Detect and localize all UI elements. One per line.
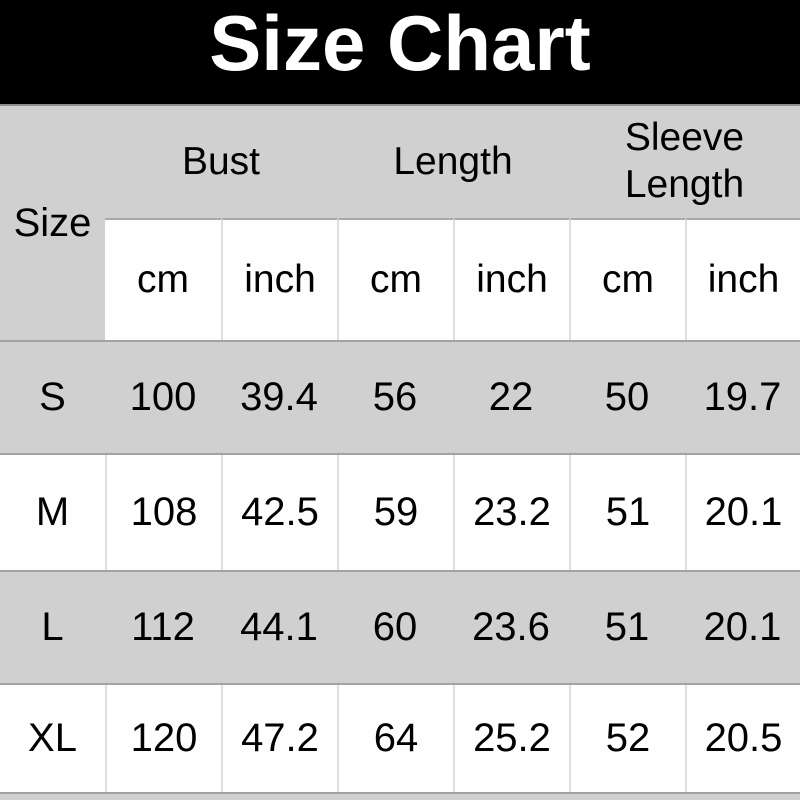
unit-header-bust-inch: inch <box>221 218 337 340</box>
value-cell: 23.2 <box>453 455 569 570</box>
table-header: Size Bust Length Sleeve Length cm inch c… <box>0 106 800 340</box>
unit-header-bust-cm: cm <box>105 218 221 340</box>
table-row-xl: XL 120 47.2 64 25.2 52 20.5 <box>0 685 800 792</box>
size-cell: XL <box>28 716 77 760</box>
value-cell: 20.1 <box>685 455 800 570</box>
unit-header-sleeve-inch: inch <box>685 218 800 340</box>
value-cell: 108 <box>105 455 221 570</box>
value-cell: 112 <box>131 605 195 649</box>
value-cell: 50 <box>604 375 650 419</box>
value-cell: 59 <box>337 455 453 570</box>
value-cell: 64 <box>337 685 453 792</box>
value-cell: 25.2 <box>453 685 569 792</box>
value-cell: 20.5 <box>685 685 800 792</box>
page-title: Size Chart <box>209 0 591 87</box>
column-group-length-label: Length <box>393 139 513 183</box>
column-group-sleeve-length-label: Sleeve Length <box>624 116 745 206</box>
value-cell: 60 <box>372 605 418 649</box>
value-cell: 39.4 <box>240 375 318 419</box>
column-group-sleeve-length: Sleeve Length <box>569 106 800 218</box>
unit-header-length-cm: cm <box>337 218 453 340</box>
value-cell: 20.1 <box>703 605 782 649</box>
value-cell: 52 <box>569 685 685 792</box>
title-banner: Size Chart <box>0 0 800 106</box>
size-cell: L <box>41 605 64 649</box>
column-group-bust-label: Bust <box>181 139 261 183</box>
value-cell: 51 <box>604 605 650 649</box>
value-cell: 51 <box>569 455 685 570</box>
size-cell: M <box>35 490 70 534</box>
column-group-length: Length <box>337 106 569 218</box>
value-cell: 42.5 <box>221 455 337 570</box>
value-cell: 100 <box>129 375 197 419</box>
cropped-next-row-strip <box>0 792 800 800</box>
table-row-m: M 108 42.5 59 23.2 51 20.1 <box>0 455 800 570</box>
value-cell: 22 <box>488 375 534 419</box>
unit-header-sleeve-cm: cm <box>569 218 685 340</box>
value-cell: 44.1 <box>240 605 318 649</box>
table-row-s: S 100 39.4 56 22 50 19.7 <box>0 340 800 455</box>
value-cell: 56 <box>372 375 418 419</box>
value-cell: 120 <box>105 685 221 792</box>
size-column-header: Size <box>13 200 92 245</box>
column-group-bust: Bust <box>105 106 337 218</box>
value-cell: 47.2 <box>221 685 337 792</box>
unit-header-length-inch: inch <box>453 218 569 340</box>
value-cell: 19.7 <box>703 375 782 419</box>
table-row-l: L 112 44.1 60 23.6 51 20.1 <box>0 570 800 685</box>
value-cell: 23.6 <box>472 605 550 649</box>
size-cell: S <box>39 375 66 419</box>
